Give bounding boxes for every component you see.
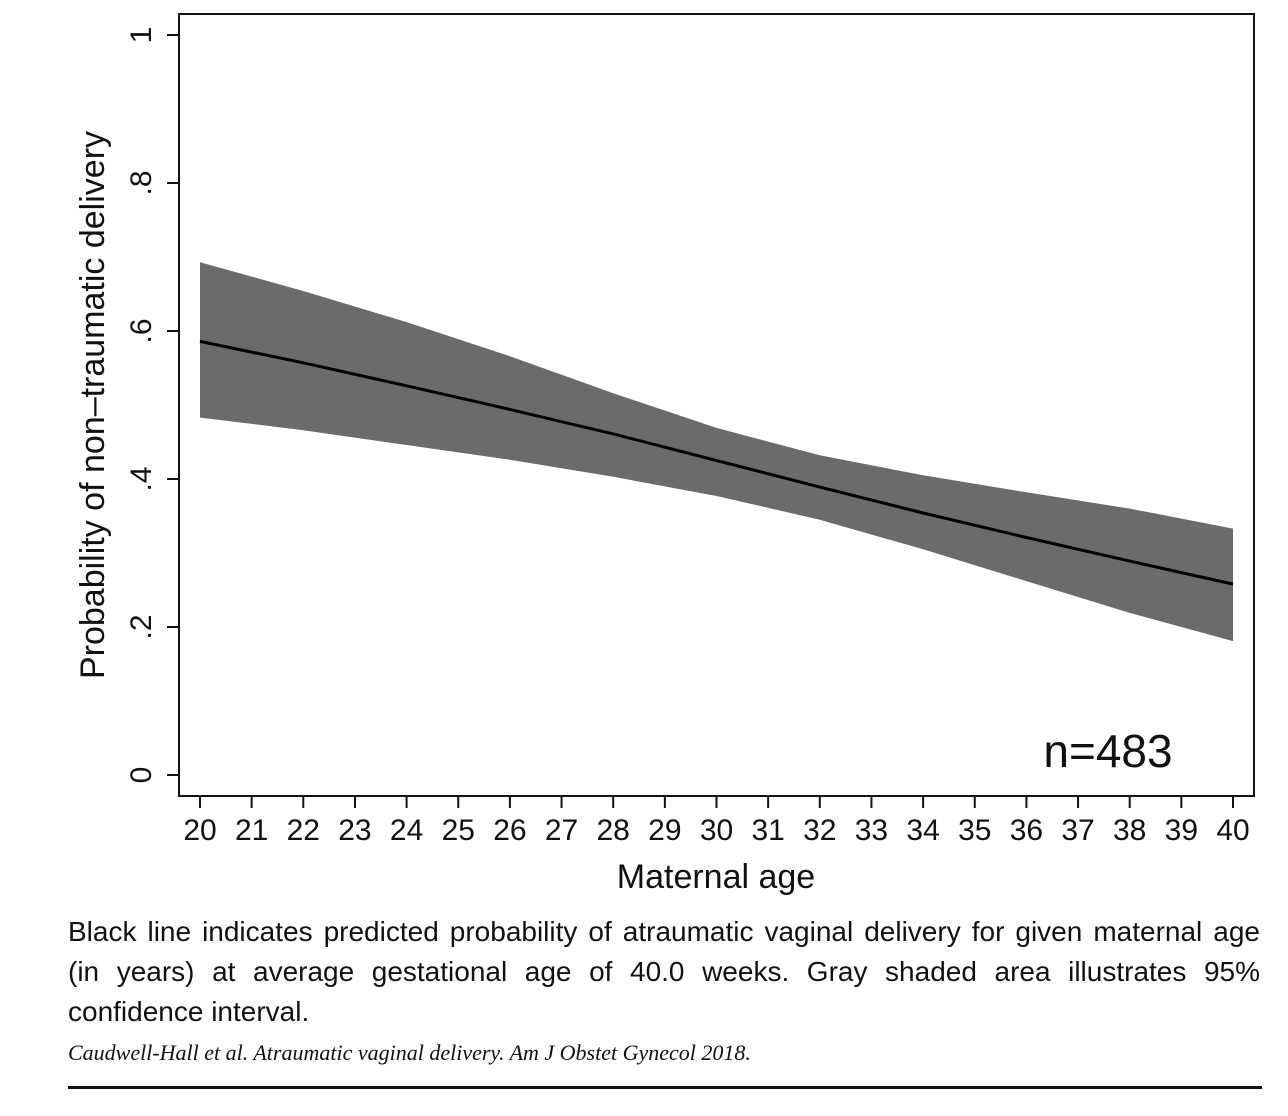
x-tick-label: 37 <box>1061 814 1094 847</box>
x-tick-label: 38 <box>1113 814 1146 847</box>
x-tick-label: 28 <box>597 814 630 847</box>
x-tick-label: 30 <box>700 814 733 847</box>
y-tick-label: .2 <box>125 614 158 639</box>
x-tick-label: 24 <box>390 814 423 847</box>
prediction-line <box>199 339 1234 586</box>
x-tick-label: 21 <box>235 814 268 847</box>
x-tick-label: 26 <box>493 814 526 847</box>
x-axis: 20 21 22 23 24 25 26 27 28 29 30 31 32 33 34 35 36 37 38 39… <box>183 796 1250 847</box>
figure-citation: Caudwell-Hall et al. Atraumatic vaginal … <box>68 1040 751 1065</box>
x-tick-label: 27 <box>545 814 578 847</box>
x-tick-label: 36 <box>1010 814 1043 847</box>
x-tick-label: 33 <box>855 814 888 847</box>
confidence-band <box>200 262 1233 642</box>
y-axis-title: Probability of non–traumatic delivery <box>74 131 112 679</box>
prediction-line-layer <box>199 339 1234 586</box>
x-tick-label: 20 <box>183 814 216 847</box>
x-tick-label: 22 <box>287 814 320 847</box>
x-axis-title: Maternal age <box>617 858 815 896</box>
x-tick-label: 29 <box>648 814 681 847</box>
x-tick-label: 35 <box>958 814 991 847</box>
y-tick-label: 1 <box>125 27 158 44</box>
confidence-band-layer <box>200 262 1233 642</box>
x-tick-label: 40 <box>1216 814 1249 847</box>
y-tick-label: 0 <box>125 767 158 784</box>
x-tick-label: 39 <box>1165 814 1198 847</box>
figure-caption: Black line indicates predicted probabili… <box>68 916 1260 1027</box>
y-axis: 0 .2 .4 .6 .8 1 <box>125 27 179 784</box>
x-tick-label: 23 <box>338 814 371 847</box>
y-tick-label: .4 <box>125 466 158 491</box>
bottom-rule <box>68 1086 1262 1089</box>
y-tick-label: .8 <box>125 170 158 195</box>
x-tick-label: 32 <box>803 814 836 847</box>
annotation-n: n=483 <box>1043 725 1172 777</box>
x-tick-label: 31 <box>751 814 784 847</box>
chart: 20 21 22 23 24 25 26 27 28 29 30 31 32 33 34 35 36 37 38 39… <box>74 13 1255 896</box>
y-tick-label: .6 <box>125 318 158 343</box>
x-tick-label: 25 <box>442 814 475 847</box>
x-tick-label: 34 <box>906 814 939 847</box>
